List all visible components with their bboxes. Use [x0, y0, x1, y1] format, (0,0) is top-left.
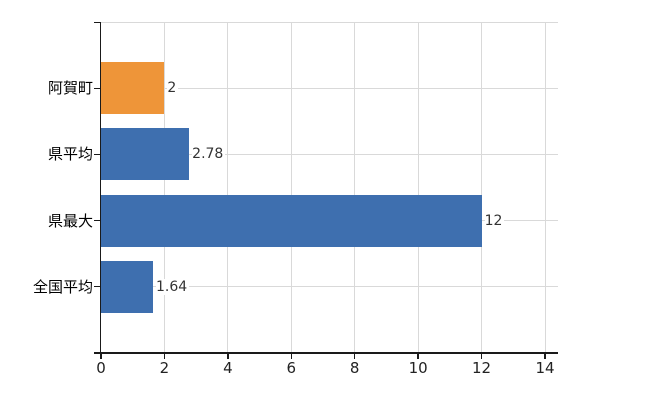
- category-label: 全国平均: [32, 277, 93, 296]
- h-gridline: [101, 153, 558, 155]
- x-tick-label: 14: [535, 359, 555, 377]
- bar: [101, 194, 482, 247]
- x-tick: [227, 353, 229, 359]
- category-label: 県平均: [47, 145, 93, 164]
- y-axis-line: [99, 22, 101, 353]
- v-gridline: [163, 22, 165, 353]
- v-gridline: [417, 22, 419, 353]
- x-tick-label: 0: [96, 359, 106, 377]
- v-gridline: [481, 22, 483, 353]
- y-tick: [94, 21, 100, 23]
- value-label: 2.78: [192, 146, 226, 163]
- x-tick-label: 10: [408, 359, 428, 377]
- h-gridline: [101, 21, 558, 23]
- h-gridline: [101, 87, 558, 89]
- value-label: 12: [484, 212, 505, 229]
- y-tick: [94, 220, 100, 222]
- x-tick-label: 2: [159, 359, 170, 377]
- x-tick: [163, 353, 166, 359]
- v-gridline: [227, 22, 229, 353]
- v-gridline: [290, 22, 292, 353]
- x-tick-label: 4: [223, 359, 233, 377]
- y-tick: [94, 286, 100, 288]
- value-label: 2: [167, 80, 179, 97]
- x-tick-label: 6: [286, 359, 297, 377]
- h-gridline: [101, 286, 558, 288]
- x-tick: [480, 353, 483, 359]
- x-tick: [544, 353, 546, 359]
- value-label: 1.64: [156, 278, 190, 295]
- bar: [101, 128, 190, 181]
- v-gridline: [354, 22, 356, 353]
- x-tick: [100, 353, 102, 359]
- bar: [101, 260, 153, 313]
- x-axis-line: [94, 352, 558, 354]
- bar: [101, 62, 165, 115]
- x-tick: [290, 353, 293, 359]
- y-tick: [94, 153, 100, 155]
- x-tick: [353, 353, 356, 359]
- category-label: 阿賀町: [47, 79, 93, 98]
- x-tick-label: 12: [472, 359, 492, 377]
- x-tick-label: 8: [349, 359, 360, 377]
- x-tick: [417, 353, 419, 359]
- category-label: 県最大: [47, 211, 93, 230]
- v-gridline: [544, 22, 546, 353]
- y-tick: [94, 87, 100, 89]
